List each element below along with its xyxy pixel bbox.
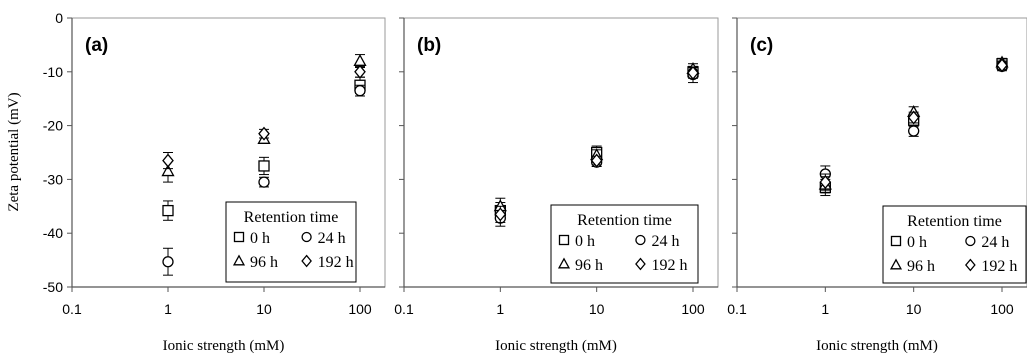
y-axis-label: Zeta potential (mV)	[6, 92, 22, 211]
x-tick-label: 10	[256, 301, 272, 317]
series-diamond	[819, 58, 1008, 191]
legend-marker-diamond	[301, 254, 312, 268]
data-point-circle	[162, 256, 174, 268]
legend-marker-triangle	[889, 258, 903, 270]
data-point-circle	[354, 84, 366, 97]
y-tick-label: -40	[43, 225, 63, 241]
x-tick-label: 0.1	[62, 301, 82, 317]
chart-panel-3: 0.1 1 10 100 Ionic strength (mM) (c) Retention…	[727, 17, 1027, 354]
y-tick-label: -20	[43, 118, 63, 134]
data-point-diamond	[996, 58, 1008, 73]
data-point-diamond	[907, 110, 920, 125]
series-triangle	[493, 62, 700, 215]
chart-panel-2: 0.1 1 10 100 Ionic strength (mM) (b) Retention…	[394, 17, 719, 354]
x-tick-label: 100	[990, 301, 1014, 317]
data-point-diamond	[687, 65, 699, 80]
chart-panel-1: 0 -10 -20 -30 -40 -50 0.1 1 10 100 Ionic strength …	[43, 10, 386, 354]
data-point-diamond	[354, 64, 366, 79]
x-tick-label: 10	[906, 301, 922, 317]
data-point-diamond	[590, 153, 603, 168]
x-tick-label: 0.1	[394, 301, 414, 317]
legend-marker-circle	[965, 235, 976, 247]
x-axis-label: Ionic strength (mM)	[495, 338, 617, 354]
series-square	[162, 76, 366, 221]
x-tick-label: 100	[348, 301, 372, 317]
y-tick-label: -50	[43, 279, 63, 295]
legend-title: Retention time	[244, 209, 339, 226]
x-tick-label: 1	[496, 301, 504, 317]
legend: Retention time 0 h 24 h 96 h 192 h	[550, 204, 699, 284]
y-tick-label: 0	[55, 10, 63, 26]
legend-marker-triangle	[557, 257, 571, 269]
legend-box	[882, 205, 1027, 284]
legend-entry-label: 0 h	[250, 230, 270, 247]
panel-label: (b)	[417, 35, 441, 56]
x-tick-label: 0.1	[727, 301, 747, 317]
legend: Retention time 0 h 24 h 96 h 192 h	[882, 205, 1027, 284]
legend-entry-label: 96 h	[575, 257, 603, 274]
x-tick-label: 1	[164, 301, 172, 317]
legend-entry-label: 0 h	[907, 234, 927, 251]
legend-entry-label: 24 h	[981, 234, 1009, 251]
series-square	[494, 65, 699, 220]
data-point-diamond	[819, 175, 832, 190]
legend: Retention time 0 h 24 h 96 h 192 h	[225, 201, 357, 283]
legend-entry-label: 24 h	[318, 230, 346, 247]
panel-label: (a)	[85, 35, 108, 56]
panel-label: (c)	[750, 35, 773, 56]
legend-entry-label: 192 h	[318, 254, 354, 271]
legend-marker-diamond	[635, 257, 646, 271]
y-tick-label: -30	[43, 171, 63, 187]
legend-entry-label: 96 h	[250, 254, 278, 271]
chart-root: 0 -10 -20 -30 -40 -50 0.1 1 10 100 Ionic strength …	[43, 10, 1027, 354]
x-axis-label: Ionic strength (mM)	[816, 338, 938, 354]
legend-title: Retention time	[907, 213, 1002, 230]
legend-entry-label: 192 h	[651, 257, 687, 274]
legend-box	[225, 201, 357, 283]
legend-marker-triangle	[232, 254, 246, 266]
legend-marker-circle	[635, 234, 646, 246]
legend-title: Retention time	[577, 212, 672, 229]
legend-entry-label: 96 h	[907, 258, 935, 275]
data-point-diamond	[258, 126, 270, 141]
legend-marker-square	[558, 234, 570, 246]
series-diamond	[162, 64, 366, 170]
data-point-circle	[258, 176, 270, 188]
legend-marker-circle	[301, 231, 312, 243]
legend-box	[550, 204, 699, 284]
data-point-square	[258, 160, 270, 172]
data-point-circle	[908, 125, 920, 137]
data-point-triangle	[161, 164, 175, 177]
legend-marker-diamond	[965, 258, 976, 272]
legend-entry-label: 0 h	[575, 233, 595, 250]
legend-entry-label: 24 h	[651, 233, 679, 250]
x-tick-label: 10	[589, 301, 605, 317]
series-diamond	[494, 65, 699, 223]
legend-marker-square	[233, 231, 245, 243]
y-tick-label: -10	[43, 64, 63, 80]
data-point-square	[162, 204, 174, 217]
x-tick-label: 100	[681, 301, 705, 317]
data-point-diamond	[162, 153, 174, 168]
x-tick-label: 1	[821, 301, 829, 317]
series-circle	[162, 84, 366, 276]
data-point-diamond	[494, 207, 507, 222]
x-axis-label: Ionic strength (mM)	[163, 338, 285, 354]
legend-entry-label: 192 h	[981, 258, 1017, 275]
data-point-triangle	[353, 53, 367, 66]
legend-marker-square	[890, 235, 902, 247]
